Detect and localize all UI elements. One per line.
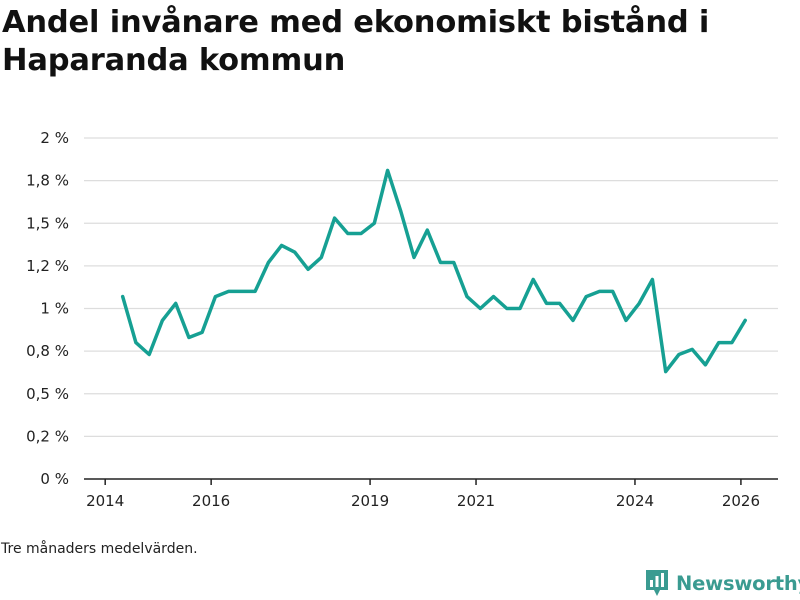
chart-title: Andel invånare med ekonomiskt bistånd i …: [2, 5, 710, 78]
y-tick-label: 0,8 %: [26, 342, 69, 360]
y-tick-label: 0 %: [40, 470, 69, 488]
y-tick-label: 1,2 %: [26, 257, 69, 275]
x-tick-label: 2021: [457, 492, 495, 510]
newsworthy-brand: Newsworthy: [645, 568, 800, 598]
y-tick-label: 0,2 %: [26, 427, 69, 445]
x-axis-ticks: 2014 2016 2019 2021 2024 2026: [86, 479, 760, 510]
y-tick-label: 1 %: [40, 300, 69, 318]
y-tick-label: 2 %: [40, 129, 69, 147]
gridlines: [84, 137, 778, 437]
y-axis-ticks: 0 % 0,2 % 0,5 % 0,8 % 1 % 1,2 % 1,5 % 1,8 % 2 %: [26, 129, 69, 488]
y-tick-label: 1,8 %: [26, 172, 69, 190]
brand-name: Newsworthy: [676, 571, 800, 595]
x-tick-label: 2016: [192, 492, 230, 510]
x-tick-label: 2019: [351, 492, 389, 510]
y-tick-label: 0,5 %: [26, 385, 69, 403]
x-tick-label: 2024: [616, 492, 654, 510]
series-line: [120, 168, 747, 374]
x-tick-label: 2026: [722, 492, 760, 510]
y-tick-label: 1,5 %: [26, 214, 69, 232]
x-tick-label: 2014: [86, 492, 124, 510]
chart-caption: Tre månaders medelvärden.: [1, 541, 198, 557]
bar-chart-logo-icon: [646, 570, 668, 596]
